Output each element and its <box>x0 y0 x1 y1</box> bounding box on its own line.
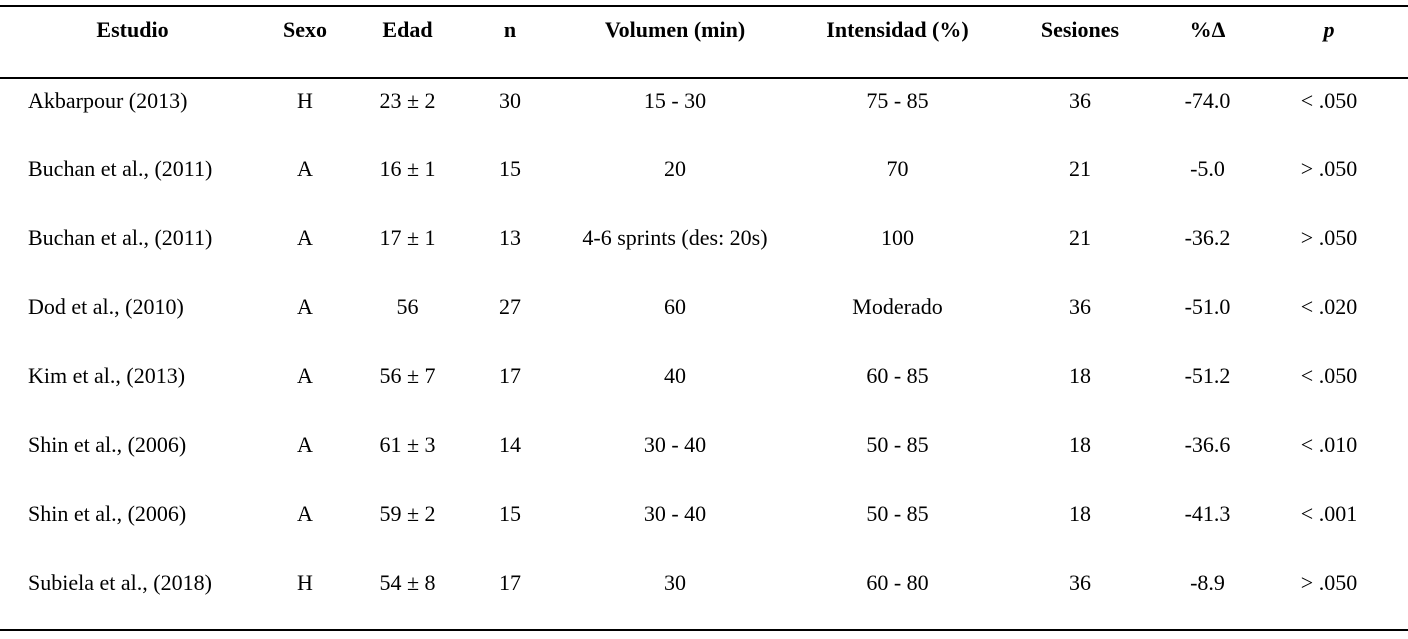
table-row: Buchan et al., (2011) A 17 ± 1 13 4-6 sp… <box>0 216 1408 285</box>
cell-n: 27 <box>499 294 521 319</box>
cell-volumen: 30 <box>664 570 686 595</box>
cell-volumen: 15 - 30 <box>643 88 707 113</box>
col-header-estudio: Estudio <box>96 17 169 42</box>
cell-intensidad: 60 - 80 <box>866 570 929 595</box>
cell-sesiones: 36 <box>1069 294 1091 319</box>
table-row: Shin et al., (2006) A 61 ± 3 14 30 - 40 … <box>0 423 1408 492</box>
cell-intensidad: 100 <box>881 225 914 250</box>
cell-sexo: A <box>297 225 313 250</box>
cell-n: 15 <box>499 501 521 526</box>
cell-estudio: Shin et al., (2006) <box>28 432 187 457</box>
cell-edad: 17 ± 1 <box>379 225 436 250</box>
col-header-intensidad: Intensidad (%) <box>826 17 969 42</box>
table-row: Dod et al., (2010) A 56 27 60 Moderado 3… <box>0 285 1408 354</box>
cell-intensidad: 75 - 85 <box>866 88 929 113</box>
cell-n: 17 <box>499 363 521 388</box>
cell-intensidad: Moderado <box>852 294 943 319</box>
cell-estudio: Shin et al., (2006) <box>28 501 187 526</box>
cell-p-value: < .010 <box>1300 432 1358 457</box>
cell-estudio: Buchan et al., (2011) <box>28 156 213 181</box>
col-header-sexo: Sexo <box>283 17 327 42</box>
cell-sexo: A <box>297 363 313 388</box>
cell-estudio: Akbarpour (2013) <box>28 88 188 113</box>
cell-p-value: < .001 <box>1300 501 1358 526</box>
cell-pct-delta: -74.0 <box>1184 88 1231 113</box>
cell-pct-delta: -36.2 <box>1184 225 1231 250</box>
cell-sesiones: 21 <box>1069 225 1091 250</box>
cell-edad: 23 ± 2 <box>379 88 436 113</box>
cell-p-value: < .050 <box>1300 363 1358 388</box>
col-header-volumen: Volumen (min) <box>604 17 746 42</box>
cell-sexo: H <box>297 88 313 113</box>
cell-estudio: Subiela et al., (2018) <box>28 570 212 595</box>
cell-sesiones: 21 <box>1069 156 1091 181</box>
cell-edad: 61 ± 3 <box>379 432 436 457</box>
col-header-sesiones: Sesiones <box>1040 17 1120 42</box>
col-header-edad: Edad <box>382 17 433 42</box>
cell-pct-delta: -8.9 <box>1190 570 1225 595</box>
table-row: Subiela et al., (2018) H 54 ± 8 17 30 60… <box>0 561 1408 630</box>
cell-intensidad: 60 - 85 <box>866 363 929 388</box>
cell-pct-delta: -36.6 <box>1184 432 1231 457</box>
cell-intensidad: 50 - 85 <box>866 432 929 457</box>
cell-p-value: > .050 <box>1300 156 1358 181</box>
cell-volumen: 20 <box>664 156 686 181</box>
cell-pct-delta: -51.0 <box>1184 294 1231 319</box>
col-header-n: n <box>503 17 517 42</box>
cell-p-value: > .050 <box>1300 570 1358 595</box>
cell-intensidad: 50 - 85 <box>866 501 929 526</box>
cell-sexo: A <box>297 501 313 526</box>
cell-n: 14 <box>499 432 521 457</box>
table-row: Akbarpour (2013) H 23 ± 2 30 15 - 30 75 … <box>0 78 1408 147</box>
cell-edad: 59 ± 2 <box>379 501 436 526</box>
cell-pct-delta: -41.3 <box>1184 501 1231 526</box>
table-row: Buchan et al., (2011) A 16 ± 1 15 20 70 … <box>0 147 1408 216</box>
cell-volumen: 30 - 40 <box>643 432 707 457</box>
cell-p-value: < .050 <box>1300 88 1358 113</box>
cell-pct-delta: -5.0 <box>1190 156 1225 181</box>
cell-edad: 54 ± 8 <box>379 570 436 595</box>
cell-sexo: A <box>297 432 313 457</box>
cell-edad: 56 ± 7 <box>379 363 436 388</box>
cell-n: 15 <box>499 156 521 181</box>
cell-p-value: < .020 <box>1300 294 1358 319</box>
cell-sexo: A <box>297 156 313 181</box>
study-results-table: Estudio Sexo Edad n Volumen (min) Intens… <box>0 5 1408 631</box>
col-header-p-value: p <box>1323 17 1335 42</box>
cell-estudio: Kim et al., (2013) <box>28 363 186 388</box>
cell-n: 13 <box>499 225 521 250</box>
cell-sesiones: 36 <box>1069 570 1091 595</box>
cell-edad: 56 <box>396 294 419 319</box>
cell-sexo: H <box>297 570 313 595</box>
col-header-pct-delta: %Δ <box>1189 17 1226 42</box>
cell-estudio: Buchan et al., (2011) <box>28 225 213 250</box>
cell-intensidad: 70 <box>886 156 909 181</box>
cell-sesiones: 18 <box>1069 432 1091 457</box>
cell-sesiones: 36 <box>1069 88 1091 113</box>
cell-volumen: 40 <box>664 363 686 388</box>
cell-volumen: 30 - 40 <box>643 501 707 526</box>
cell-edad: 16 ± 1 <box>379 156 436 181</box>
cell-p-value: > .050 <box>1300 225 1358 250</box>
table-row: Shin et al., (2006) A 59 ± 2 15 30 - 40 … <box>0 492 1408 561</box>
cell-volumen: 60 <box>664 294 686 319</box>
cell-sexo: A <box>297 294 313 319</box>
cell-sesiones: 18 <box>1069 501 1091 526</box>
header-row: Estudio Sexo Edad n Volumen (min) Intens… <box>0 6 1408 78</box>
cell-n: 30 <box>499 88 521 113</box>
cell-n: 17 <box>499 570 521 595</box>
cell-estudio: Dod et al., (2010) <box>28 294 184 319</box>
cell-pct-delta: -51.2 <box>1184 363 1231 388</box>
cell-volumen: 4-6 sprints (des: 20s) <box>582 225 768 250</box>
cell-sesiones: 18 <box>1069 363 1091 388</box>
table-row: Kim et al., (2013) A 56 ± 7 17 40 60 - 8… <box>0 354 1408 423</box>
